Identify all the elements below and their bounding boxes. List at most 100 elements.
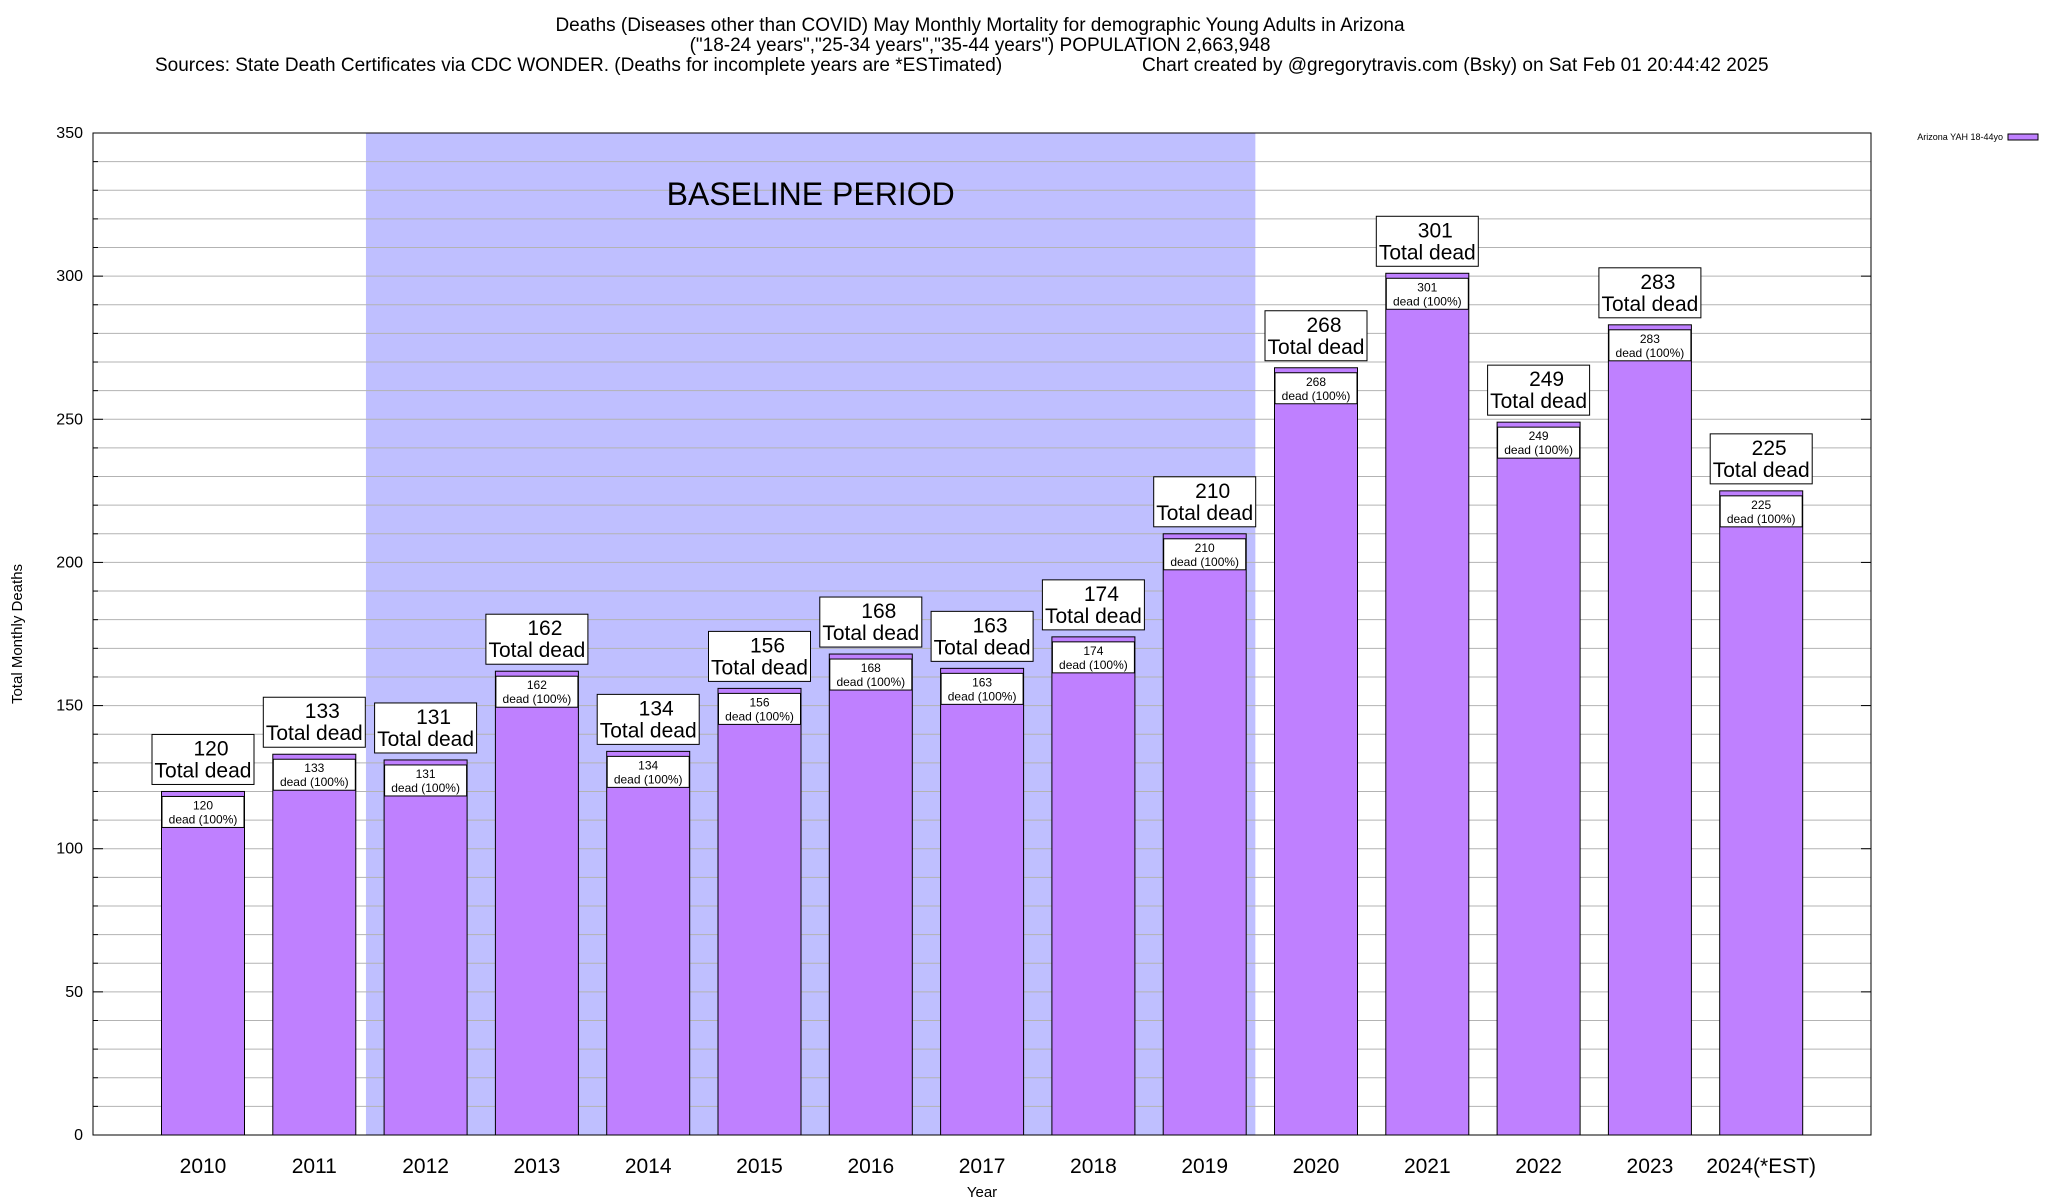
- bar-2010: [161, 790, 245, 1136]
- axes-layer: 0 50 100 150 200 250 300 350 2010 2011 2012 2013 201…: [56, 125, 1872, 1178]
- plot-frame: [92, 132, 1872, 1136]
- total-dead-label: Total dead: [377, 728, 474, 751]
- inner-value-label: 210: [1195, 541, 1215, 555]
- inner-value-label: 156: [749, 695, 769, 709]
- bar-2013: [494, 670, 579, 1136]
- total-dead-label: Total dead: [822, 622, 919, 645]
- top-value-label: 301: [1418, 219, 1453, 242]
- inner-percent-label: dead (100%): [503, 692, 572, 706]
- chart-credit-text: Chart created by @gregorytravis.com (Bsk…: [1142, 55, 1769, 76]
- x-tick-label: 2015: [736, 1155, 783, 1178]
- top-label-box: [930, 610, 1034, 662]
- chart-legend: Arizona YAH 18-44yo: [1917, 132, 2039, 142]
- bars-layer: [161, 272, 1804, 1136]
- total-dead-label: Total dead: [488, 639, 585, 662]
- x-tick-label: 2013: [514, 1155, 561, 1178]
- y-axis-title: Total Monthly Deaths: [9, 564, 26, 704]
- inner-percent-label: dead (100%): [1727, 512, 1796, 526]
- total-dead-label: Total dead: [1490, 390, 1587, 413]
- top-value-label: 131: [416, 706, 451, 729]
- total-dead-label: Total dead: [1268, 336, 1365, 359]
- inner-value-label: 249: [1529, 429, 1549, 443]
- x-tick-label: 2023: [1627, 1155, 1674, 1178]
- bar-2012: [383, 759, 468, 1136]
- inner-value-label: 163: [972, 675, 992, 689]
- inner-value-label: 268: [1306, 375, 1326, 389]
- x-tick-label: 2020: [1293, 1155, 1340, 1178]
- x-tick-label: 2024(*EST): [1706, 1155, 1816, 1178]
- inner-label-box: [272, 758, 356, 791]
- x-tick-label: 2011: [292, 1155, 337, 1178]
- top-value-label: 268: [1306, 314, 1341, 337]
- top-label-box: [596, 693, 700, 745]
- inner-value-label: 301: [1417, 280, 1437, 294]
- inner-label-box: [1497, 426, 1581, 459]
- bar-2015: [717, 687, 802, 1136]
- inner-label-box: [1274, 372, 1358, 405]
- top-value-label: 168: [861, 600, 896, 623]
- x-tick-label: 2022: [1515, 1155, 1562, 1178]
- inner-percent-label: dead (100%): [1616, 346, 1685, 360]
- inner-label-box: [1051, 641, 1135, 674]
- inner-percent-label: dead (100%): [280, 775, 349, 789]
- top-label-box: [262, 696, 366, 748]
- bar-2014: [606, 750, 691, 1136]
- x-tick-label: 2014: [625, 1155, 672, 1178]
- bar-2024(*EST): [1719, 490, 1804, 1136]
- x-axis-title: Year: [967, 1184, 997, 1200]
- inner-percent-label: dead (100%): [836, 675, 905, 689]
- inner-percent-label: dead (100%): [1059, 658, 1128, 672]
- top-label-box: [485, 613, 589, 665]
- bar-2021: [1385, 272, 1470, 1136]
- bar-2018: [1051, 636, 1136, 1136]
- inner-value-label: 133: [304, 761, 324, 775]
- inner-value-label: 120: [193, 798, 213, 812]
- inner-percent-label: dead (100%): [614, 772, 683, 786]
- inner-value-label: 283: [1640, 332, 1660, 346]
- top-value-label: 210: [1195, 480, 1230, 503]
- inner-label-box: [940, 672, 1024, 705]
- top-value-label: 120: [193, 737, 228, 760]
- x-tick-label: 2018: [1070, 1155, 1117, 1178]
- top-label-box: [1264, 310, 1368, 362]
- inner-value-label: 168: [861, 661, 881, 675]
- total-dead-label: Total dead: [1045, 605, 1142, 628]
- inner-label-box: [161, 795, 245, 828]
- top-value-label: 163: [973, 614, 1008, 637]
- x-tick-label: 2017: [959, 1155, 1006, 1178]
- inner-value-label: 162: [527, 678, 547, 692]
- legend-entry-label: Arizona YAH 18-44yo: [1917, 132, 2003, 142]
- inner-percent-label: dead (100%): [725, 709, 794, 723]
- top-label-box: [1041, 579, 1145, 631]
- x-tick-label: 2016: [847, 1155, 894, 1178]
- top-label-box: [708, 630, 811, 682]
- x-tick-label: 2010: [180, 1155, 227, 1178]
- y-tick-label: 350: [56, 125, 83, 142]
- y-tick-label: 50: [65, 984, 83, 1001]
- total-dead-label: Total dead: [1156, 502, 1253, 525]
- y-tick-label: 100: [56, 841, 83, 858]
- top-value-label: 249: [1529, 368, 1564, 391]
- inner-percent-label: dead (100%): [948, 689, 1017, 703]
- inner-value-label: 174: [1083, 644, 1103, 658]
- inner-label-box: [829, 658, 913, 691]
- inner-percent-label: dead (100%): [1170, 555, 1239, 569]
- x-tick-label: 2012: [402, 1155, 449, 1178]
- inner-percent-label: dead (100%): [1504, 443, 1573, 457]
- inner-label-box: [495, 675, 579, 708]
- top-label-box: [1375, 215, 1479, 267]
- total-dead-label: Total dead: [600, 719, 697, 742]
- inner-label-box: [1719, 495, 1803, 528]
- chart-title-line2: ("18-24 years","25-34 years","35-44 year…: [690, 35, 1271, 56]
- bar-2019: [1162, 533, 1247, 1136]
- inner-value-label: 225: [1751, 498, 1771, 512]
- top-label-box: [151, 733, 255, 785]
- inner-label-box: [1163, 538, 1247, 571]
- y-tick-label: 200: [56, 554, 83, 571]
- bar-2017: [940, 667, 1025, 1136]
- chart-titles: Deaths (Diseases other than COVID) May M…: [155, 15, 1769, 76]
- total-dead-label: Total dead: [155, 759, 252, 782]
- chart-title-line1: Deaths (Diseases other than COVID) May M…: [555, 15, 1405, 36]
- top-label-box: [1153, 476, 1257, 528]
